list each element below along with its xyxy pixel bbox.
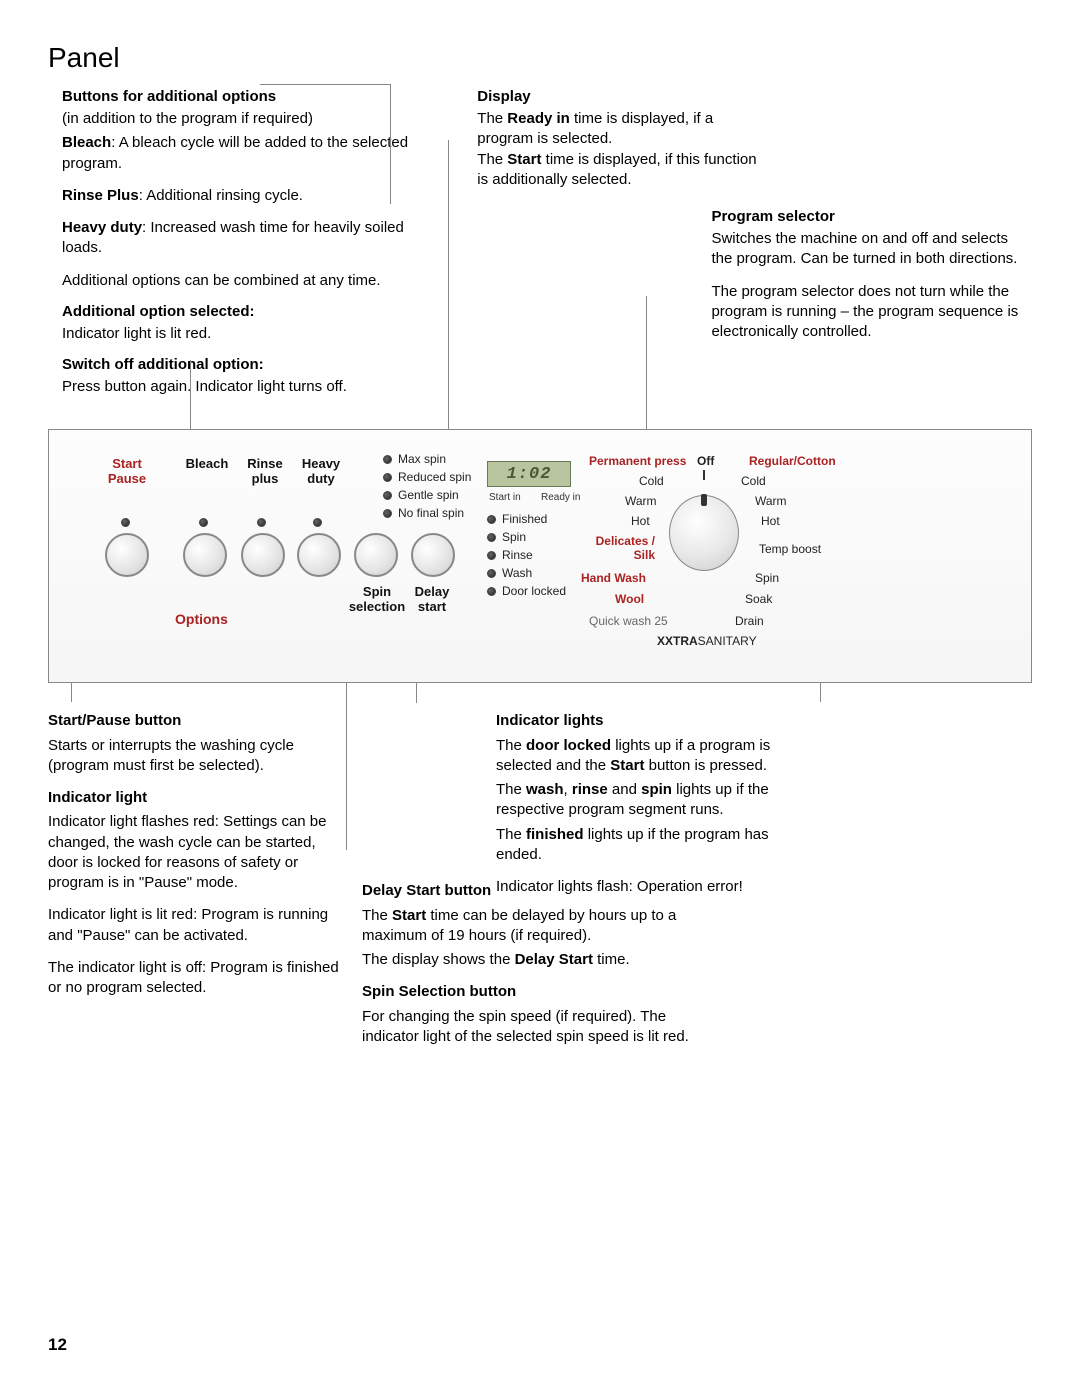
dial-wool: Wool (615, 592, 644, 606)
spin-selection-button[interactable] (354, 533, 398, 577)
spin-level-reduced: Reduced spin (383, 470, 471, 484)
spin-level-none: No final spin (383, 506, 464, 520)
dial-soak: Soak (745, 592, 772, 606)
indicator-lights-p1: The door locked lights up if a program i… (496, 736, 816, 777)
program-selector-p2: The program selector does not turn while… (711, 282, 1032, 343)
start-pause-button[interactable] (105, 533, 149, 577)
dial-xxtra-sanitary: XXTRASANITARY (657, 634, 757, 648)
start-pause-heading: Start/Pause button (48, 711, 348, 731)
indicator-light-p3: The indicator light is off: Program is f… (48, 958, 348, 999)
status-wash: Wash (487, 566, 532, 580)
status-finished: Finished (487, 512, 547, 526)
program-selector-dial[interactable]: Permanent press Off Regular/Cotton Cold … (609, 440, 799, 630)
dial-off: Off (697, 454, 714, 468)
heavy-desc: Heavy duty: Increased wash time for heav… (62, 218, 418, 259)
display-text: The Ready in time is displayed, if a pro… (477, 109, 771, 190)
spin-level-gentle: Gentle spin (383, 488, 459, 502)
start-pause-block: Start/Pause button Starts or interrupts … (48, 703, 348, 1059)
additional-options-heading: Buttons for additional options (62, 88, 418, 105)
indicator-lights-flash: Indicator lights flash: Operation error! (496, 877, 816, 897)
bleach-button[interactable] (183, 533, 227, 577)
btn-label-rinse: Rinse plus (235, 457, 295, 487)
btn-label-bleach: Bleach (177, 457, 237, 472)
program-selector-block: Program selector Switches the machine on… (711, 208, 1032, 409)
rinse-desc: Rinse Plus: Additional rinsing cycle. (62, 186, 418, 206)
delay-start-label: Delay start (407, 585, 457, 615)
selected-heading: Additional option selected: (62, 303, 418, 320)
led-rinse (257, 518, 266, 527)
dial-cold-l: Cold (639, 474, 664, 488)
status-spin: Spin (487, 530, 526, 544)
indicator-light-p2: Indicator light is lit red: Program is r… (48, 905, 348, 946)
lcd-startin: Start in (489, 492, 521, 503)
dial-perm-press: Permanent press (589, 454, 686, 468)
switchoff-text: Press button again. Indicator light turn… (62, 377, 418, 397)
dial-warm-r: Warm (755, 494, 787, 508)
indicator-light-p1: Indicator light flashes red: Settings ca… (48, 812, 348, 893)
status-rinse: Rinse (487, 548, 533, 562)
dial-handwash: Hand Wash (581, 571, 646, 585)
dial-hot-r: Hot (761, 514, 780, 528)
dial-drain: Drain (735, 614, 764, 628)
status-doorlocked: Door locked (487, 584, 566, 598)
page-title: Panel (48, 42, 1032, 74)
spin-selection-label: Spin selection (347, 585, 407, 615)
control-panel: Start Pause Bleach Rinse plus Heavy duty… (48, 429, 1032, 683)
btn-label-heavy: Heavy duty (291, 457, 351, 487)
bleach-desc: Bleach: A bleach cycle will be added to … (62, 133, 418, 174)
program-selector-p1: Switches the machine on and off and sele… (711, 229, 1032, 270)
led-heavy (313, 518, 322, 527)
dial-spin: Spin (755, 571, 779, 585)
additional-options-subtitle: (in addition to the program if required) (62, 109, 418, 129)
heavy-duty-button[interactable] (297, 533, 341, 577)
indicator-lights-p3: The finished lights up if the program ha… (496, 825, 816, 866)
dial-hot-l: Hot (631, 514, 650, 528)
dial-tempboost: Temp boost (759, 542, 821, 556)
dial-regular-cotton: Regular/Cotton (749, 454, 836, 468)
dial-quickwash: Quick wash 25 (589, 614, 668, 628)
display-heading: Display (477, 88, 771, 105)
options-label: Options (175, 611, 228, 627)
selected-text: Indicator light is lit red. (62, 324, 418, 344)
program-selector-heading: Program selector (711, 208, 1032, 225)
page-number: 12 (48, 1335, 67, 1355)
lcd-display: 1:02 (487, 461, 571, 487)
dial-delicates: Delicates / Silk (575, 534, 655, 562)
led-start-pause (121, 518, 130, 527)
additional-options-block: Buttons for additional options (in addit… (48, 88, 418, 409)
indicator-lights-heading: Indicator lights (496, 711, 816, 731)
dial-cold-r: Cold (741, 474, 766, 488)
dial-warm-l: Warm (625, 494, 657, 508)
indicator-light-heading: Indicator light (48, 788, 348, 808)
indicator-lights-block: Indicator lights The door locked lights … (496, 703, 816, 1059)
spin-level-max: Max spin (383, 452, 446, 466)
switchoff-heading: Switch off additional option: (62, 356, 418, 373)
btn-label-start-pause: Start Pause (97, 457, 157, 487)
combine-note: Additional options can be combined at an… (62, 271, 418, 291)
lcd-readyin: Ready in (541, 492, 580, 503)
indicator-lights-p2: The wash, rinse and spin lights up if th… (496, 780, 816, 821)
rinse-plus-button[interactable] (241, 533, 285, 577)
delay-start-button[interactable] (411, 533, 455, 577)
start-pause-p1: Starts or interrupts the washing cycle (… (48, 736, 348, 777)
led-bleach (199, 518, 208, 527)
